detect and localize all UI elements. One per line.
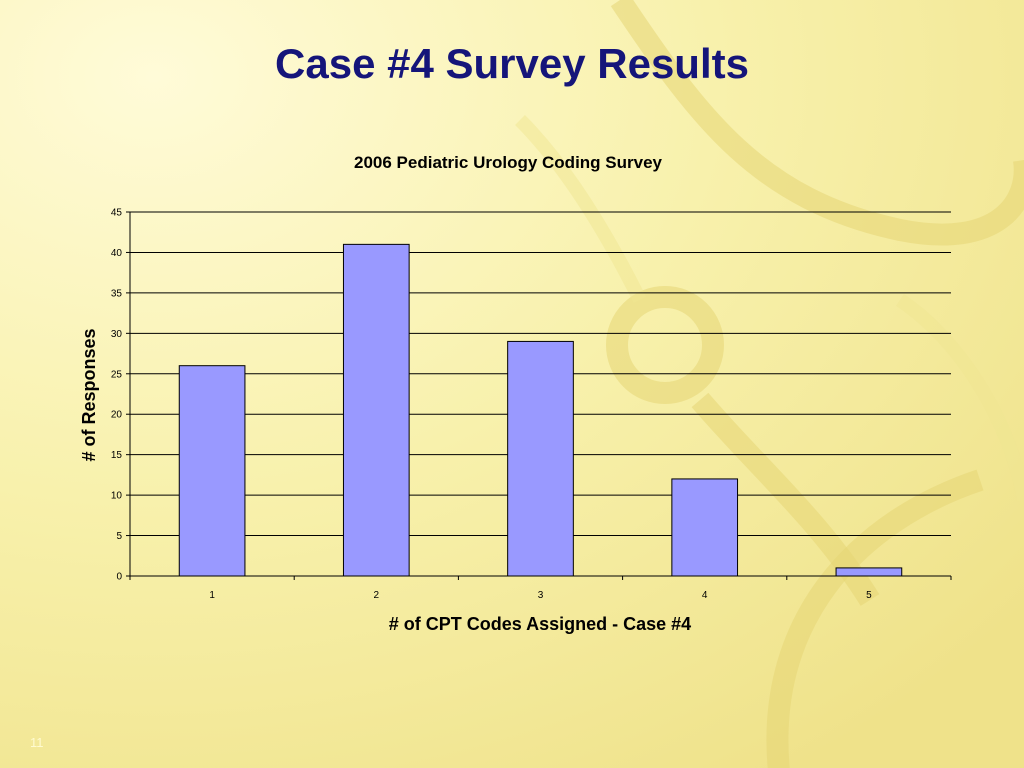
bar	[178, 365, 246, 577]
bar	[835, 567, 903, 577]
y-tick-label: 25	[111, 369, 123, 380]
y-tick-label: 40	[111, 248, 123, 259]
y-tick-label: 20	[111, 410, 123, 421]
x-tick-label: 3	[538, 590, 544, 601]
y-tick-label: 45	[111, 208, 123, 219]
y-tick-label: 15	[111, 450, 123, 461]
slide-title: Case #4 Survey Results	[275, 40, 749, 87]
x-tick-labels: 1 2 3 4 5	[209, 590, 872, 601]
y-tick-label: 10	[111, 491, 123, 502]
y-tick-label: 35	[111, 288, 123, 299]
stethoscope-watermark	[606, 0, 1024, 768]
bars	[178, 243, 903, 577]
bar	[671, 478, 739, 577]
axes	[129, 212, 952, 580]
y-tick-label: 30	[111, 329, 123, 340]
x-tick-label: 5	[866, 590, 872, 601]
x-tick-label: 4	[702, 590, 708, 601]
y-tick-label: 5	[116, 531, 122, 542]
x-axis-label: # of CPT Codes Assigned - Case #4	[389, 614, 691, 634]
x-tick-label: 1	[209, 590, 215, 601]
y-tick-label: 0	[116, 572, 122, 583]
slide-number: 11	[30, 735, 44, 750]
y-tick-labels: 0 5 10 15 20 25 30 35 40 45	[111, 208, 123, 583]
x-tick-label: 2	[374, 590, 380, 601]
bar	[342, 243, 410, 577]
y-axis-label: # of Responses	[79, 328, 99, 461]
bar	[507, 340, 574, 577]
chart-title: 2006 Pediatric Urology Coding Survey	[354, 153, 663, 172]
